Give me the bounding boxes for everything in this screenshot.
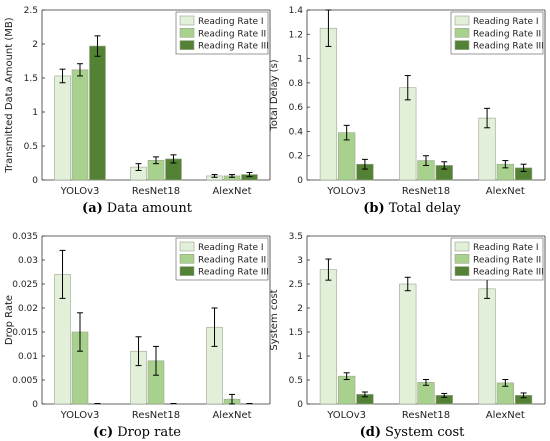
- bar: [71, 69, 89, 181]
- x-category-label: AlexNet: [212, 186, 251, 197]
- legend-swatch: [454, 241, 470, 252]
- y-tick-label: 0.4: [289, 127, 304, 137]
- y-tick-label: 2: [297, 304, 303, 314]
- y-tick-label: 0.025: [12, 280, 38, 290]
- y-tick-label: 0.015: [12, 328, 38, 338]
- y-tick-label: 0.8: [289, 79, 304, 89]
- y-axis-label: Transmitted Data Amount (MB): [4, 17, 15, 173]
- legend-label: Reading Rate II: [473, 255, 541, 265]
- legend-label: Reading Rate II: [198, 255, 266, 265]
- bar: [319, 269, 338, 405]
- y-tick-label: 0: [32, 400, 38, 410]
- y-tick-label: 1: [32, 108, 38, 118]
- panel-data-amount: 0 0.5 1 1.5 2 2.5 Transmitted Data Amount (MB)…: [4, 6, 271, 216]
- y-tick-label: 0: [32, 176, 38, 186]
- y-tick-label: 3.5: [289, 232, 303, 242]
- legend: Reading Rate I Reading Rate II Reading Rat…: [450, 11, 544, 55]
- legend-swatch: [454, 266, 470, 276]
- legend-swatch: [179, 15, 195, 26]
- bar: [89, 45, 106, 181]
- x-category-label: ResNet18: [132, 186, 180, 197]
- y-tick-label: 0.02: [18, 304, 38, 314]
- legend-label: Reading Rate I: [473, 17, 539, 27]
- legend-label: Reading Rate III: [473, 268, 544, 278]
- legend-swatch: [179, 40, 195, 50]
- legend-label: Reading Rate II: [473, 29, 541, 39]
- legend: Reading Rate I Reading Rate II Reading Rat…: [175, 11, 269, 55]
- y-tick-label: 1.5: [289, 328, 303, 338]
- legend-label: Reading Rate II: [198, 29, 266, 39]
- legend-swatch: [179, 27, 195, 38]
- y-axis-label: System cost: [269, 289, 280, 350]
- y-tick-label: 0.03: [18, 256, 38, 266]
- legend-label: Reading Rate III: [198, 42, 269, 52]
- legend-label: Reading Rate I: [473, 243, 539, 253]
- y-tick-label: 0.2: [289, 152, 303, 162]
- caption-drop-rate: (c) Drop rate: [93, 425, 181, 440]
- bar: [319, 27, 338, 181]
- legend-swatch: [454, 40, 470, 50]
- bar: [338, 375, 356, 405]
- legend-label: Reading Rate III: [473, 42, 544, 52]
- bar: [399, 87, 417, 181]
- x-category-label: AlexNet: [486, 186, 525, 197]
- caption-system-cost: (d) System cost: [360, 425, 465, 440]
- y-tick-label: 0: [297, 176, 303, 186]
- x-category-label: ResNet18: [402, 410, 450, 421]
- y-tick-label: 0: [297, 400, 303, 410]
- y-tick-label: 2.5: [289, 280, 303, 290]
- legend-label: Reading Rate I: [198, 243, 264, 253]
- x-category-label: AlexNet: [486, 410, 525, 421]
- y-tick-label: 2: [32, 40, 38, 50]
- bar: [478, 288, 496, 405]
- legend-label: Reading Rate I: [198, 17, 264, 27]
- panel-drop-rate: 0 0.005 0.01 0.015 0.02 0.025 0.03 0.035 Drop Ra…: [4, 232, 271, 440]
- y-tick-label: 2.5: [24, 6, 38, 16]
- panel-system-cost: 0 0.5 1 1.5 2 2.5 3 3.5 System cost YOLOv3 ResNet1…: [269, 232, 546, 440]
- x-category-label: AlexNet: [212, 410, 251, 421]
- y-tick-label: 1.4: [289, 6, 304, 16]
- panel-total-delay: 0 0.2 0.4 0.6 0.8 1 1.2 1.4 Total Delay (s) YOLOv…: [269, 6, 546, 216]
- legend-swatch: [454, 27, 470, 38]
- x-category-label: YOLOv3: [60, 410, 100, 421]
- x-category-label: YOLOv3: [326, 186, 366, 197]
- legend-swatch: [179, 241, 195, 252]
- y-tick-label: 0.005: [12, 376, 38, 386]
- y-tick-label: 0.035: [12, 232, 38, 242]
- x-category-label: YOLOv3: [326, 410, 366, 421]
- caption-total-delay: (b) Total delay: [363, 201, 461, 216]
- x-category-label: ResNet18: [402, 186, 450, 197]
- y-tick-label: 0.5: [24, 142, 38, 152]
- y-tick-label: 1: [297, 55, 303, 65]
- bar: [399, 283, 417, 405]
- legend-swatch: [179, 266, 195, 276]
- legend-swatch: [454, 15, 470, 26]
- y-tick-label: 0.01: [18, 352, 38, 362]
- legend-label: Reading Rate III: [198, 268, 269, 278]
- legend-swatch: [454, 254, 470, 264]
- x-category-label: ResNet18: [132, 410, 180, 421]
- legend: Reading Rate I Reading Rate II Reading Rat…: [450, 237, 544, 281]
- y-tick-label: 0.5: [289, 376, 303, 386]
- x-category-label: YOLOv3: [60, 186, 100, 197]
- caption-data-amount: (a) Data amount: [82, 201, 193, 216]
- y-tick-label: 1.5: [24, 74, 38, 84]
- y-axis-label: Total Delay (s): [269, 59, 280, 132]
- y-tick-label: 1.2: [289, 30, 303, 40]
- legend: Reading Rate I Reading Rate II Reading Rat…: [175, 237, 269, 281]
- y-tick-label: 1: [297, 352, 303, 362]
- y-tick-label: 3: [297, 256, 303, 266]
- y-tick-label: 0.6: [289, 103, 304, 113]
- legend-swatch: [179, 254, 195, 264]
- y-axis-label: Drop Rate: [4, 295, 15, 345]
- bar: [54, 75, 71, 181]
